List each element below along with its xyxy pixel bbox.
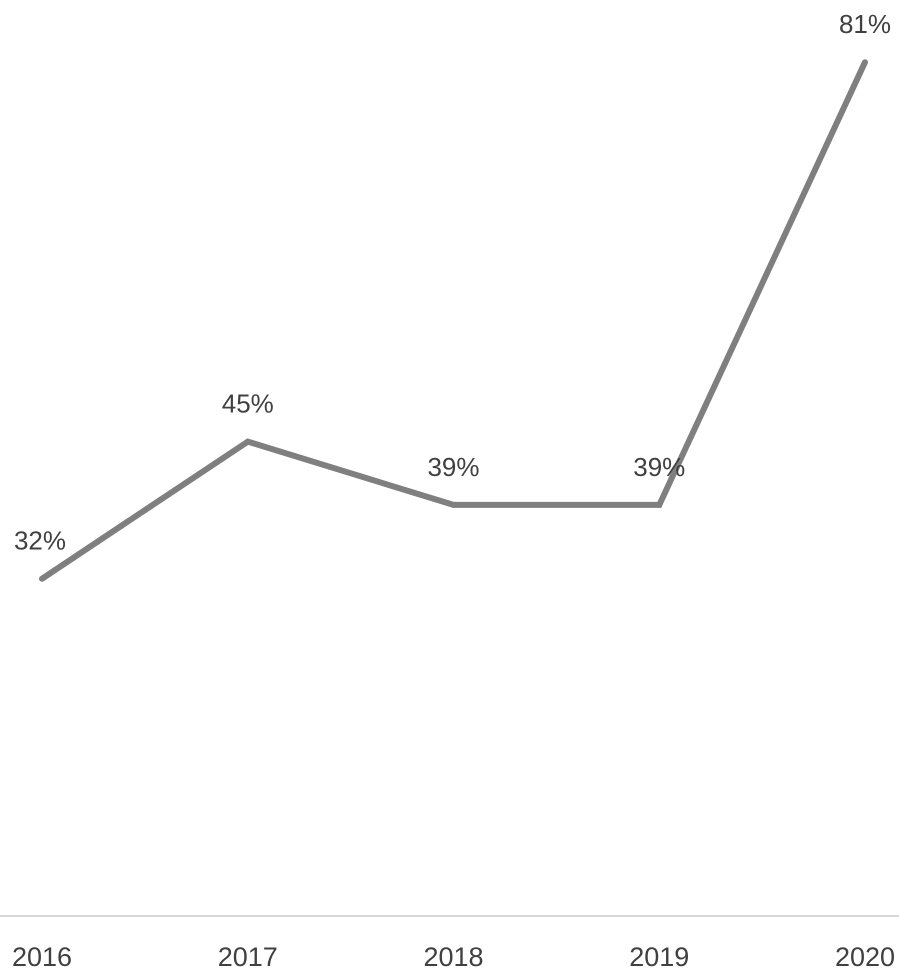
series-line — [40, 60, 868, 582]
x-tick-label-2019: 2019 — [629, 942, 689, 970]
data-label-2020: 81% — [839, 9, 891, 39]
data-point-2018 — [450, 501, 457, 508]
data-point-2016 — [39, 575, 45, 582]
data-labels: 32% 45% 39% 39% 81% — [14, 9, 891, 582]
data-label-2019: 39% — [633, 452, 685, 482]
x-tick-label-2018: 2018 — [423, 942, 483, 970]
data-point-2017 — [244, 438, 251, 445]
x-tick-labels: 2016 2017 2018 2019 2020 — [12, 942, 895, 970]
x-tick-label-2020: 2020 — [835, 942, 895, 970]
x-tick-label-2016: 2016 — [12, 942, 72, 970]
x-tick-label-2017: 2017 — [218, 942, 278, 970]
data-label-2018: 39% — [427, 452, 479, 482]
data-point-2020 — [862, 59, 868, 66]
data-point-2019 — [656, 501, 663, 508]
data-label-2016: 32% — [14, 526, 66, 556]
data-label-2017: 45% — [222, 389, 274, 419]
